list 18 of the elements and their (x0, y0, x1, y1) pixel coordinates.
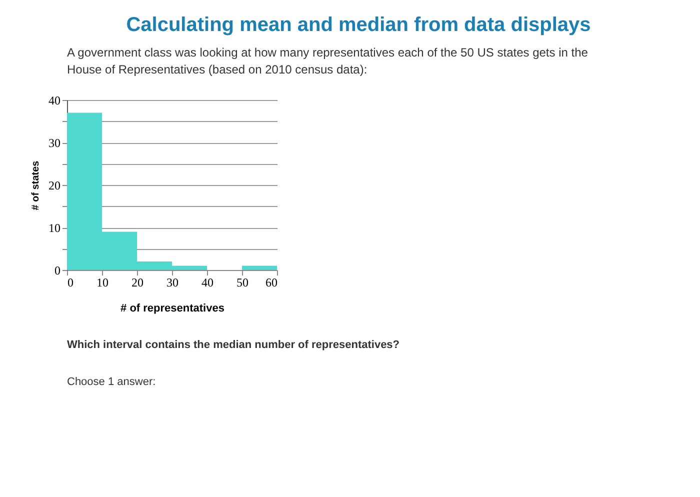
x-tick-label: 30 (166, 276, 178, 290)
y-tick-label: 0 (54, 264, 60, 278)
x-axis-title: # of representatives (120, 302, 224, 314)
x-tick-label: 0 (68, 276, 74, 290)
y-tick-label: 30 (48, 136, 60, 150)
x-tick-label: 50 (236, 276, 248, 290)
x-tick-label: 40 (202, 276, 214, 290)
text: Which interval contains the median number of representatives? (67, 339, 400, 351)
y-tick-label: 40 (48, 94, 60, 108)
y-axis-title: # of states (30, 160, 42, 210)
y-tick-label: 20 (48, 178, 60, 192)
x-tick-label: 20 (132, 276, 144, 290)
text: Choose 1 answer: (67, 376, 156, 388)
text: A government class was looking at how many representatives each of the 50 US states gets in the House of Representatives (based on 2010 census data): (67, 46, 588, 76)
x-tick-label: 10 (96, 276, 108, 290)
y-tick-label: 10 (48, 221, 60, 235)
x-tick-label: 60 (266, 276, 278, 290)
text: Calculating mean and median from data displays (126, 14, 591, 36)
